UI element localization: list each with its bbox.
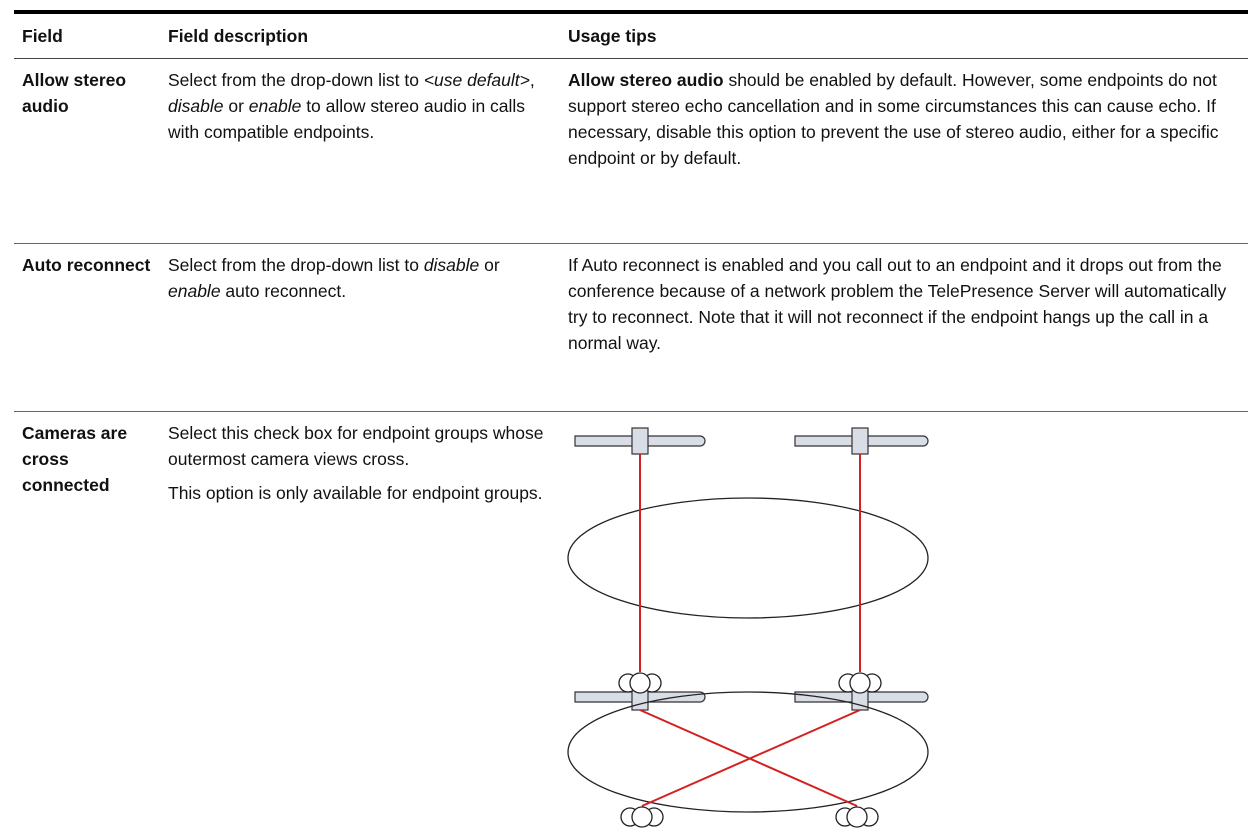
row: Auto reconnect Select from the drop-down…	[14, 244, 1248, 412]
field-name: Auto reconnect	[14, 244, 160, 412]
text: or	[479, 255, 499, 275]
text: ,	[530, 70, 535, 90]
field-description: Select from the drop-down list to <use d…	[160, 59, 560, 244]
header-cell: Field	[14, 12, 160, 59]
field-name: Cameras are cross connected	[14, 412, 160, 832]
usage-tips: Allow stereo audio should be enabled by …	[560, 59, 1248, 244]
text: Allow stereo audio	[568, 70, 724, 90]
field-description: Select from the drop-down list to disabl…	[160, 244, 560, 412]
text: <use default>	[424, 70, 530, 90]
usage-tips	[560, 412, 1248, 832]
text: or	[223, 96, 248, 116]
text: auto reconnect.	[221, 281, 347, 301]
usage-tips: If Auto reconnect is enabled and you cal…	[560, 244, 1248, 412]
paragraph: Select this check box for endpoint group…	[168, 420, 552, 472]
field-name: Allow stereo audio	[14, 59, 160, 244]
camera-diagram	[560, 412, 940, 832]
header-row: Field Field description Usage tips	[14, 12, 1248, 59]
field-description: Select this check box for endpoint group…	[160, 412, 560, 832]
row: Cameras are cross connected Select this …	[14, 412, 1248, 832]
settings-table: Field Field description Usage tips Allow…	[14, 10, 1248, 832]
text: disable	[424, 255, 479, 275]
text: If Auto reconnect is enabled and you cal…	[568, 255, 1226, 353]
text: disable	[168, 96, 223, 116]
header-cell: Field description	[160, 12, 560, 59]
header-cell: Usage tips	[560, 12, 1248, 59]
row: Allow stereo audio Select from the drop-…	[14, 59, 1248, 244]
text: enable	[168, 281, 221, 301]
text: enable	[249, 96, 302, 116]
text: Select from the drop-down list to	[168, 70, 424, 90]
text: Select from the drop-down list to	[168, 255, 424, 275]
paragraph: This option is only available for endpoi…	[168, 480, 552, 506]
